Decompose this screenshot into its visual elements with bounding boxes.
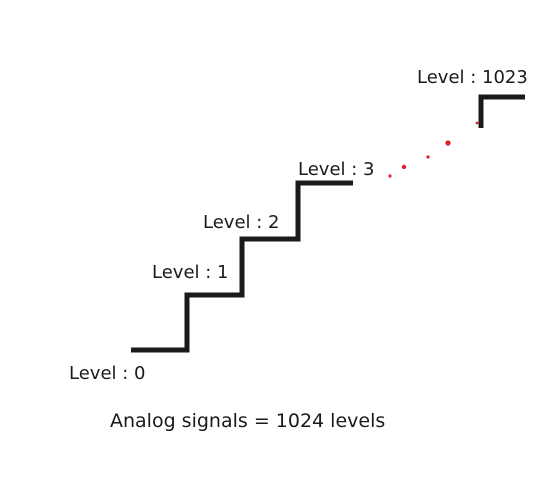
level-0-label: Level : 0 <box>69 365 145 383</box>
level-1-label: Level : 1 <box>152 264 228 282</box>
continuation-dot <box>388 174 391 177</box>
level-2-label: Level : 2 <box>203 214 279 232</box>
continuation-dot <box>476 122 479 125</box>
continuation-dot <box>402 165 406 169</box>
caption: Analog signals = 1024 levels <box>110 412 385 431</box>
continuation-dot <box>426 155 429 158</box>
level-1023-label: Level : 1023 <box>417 69 528 87</box>
continuation-dots <box>388 122 478 178</box>
continuation-dot <box>445 140 450 145</box>
top-step <box>481 97 525 128</box>
level-3-label: Level : 3 <box>298 161 374 179</box>
